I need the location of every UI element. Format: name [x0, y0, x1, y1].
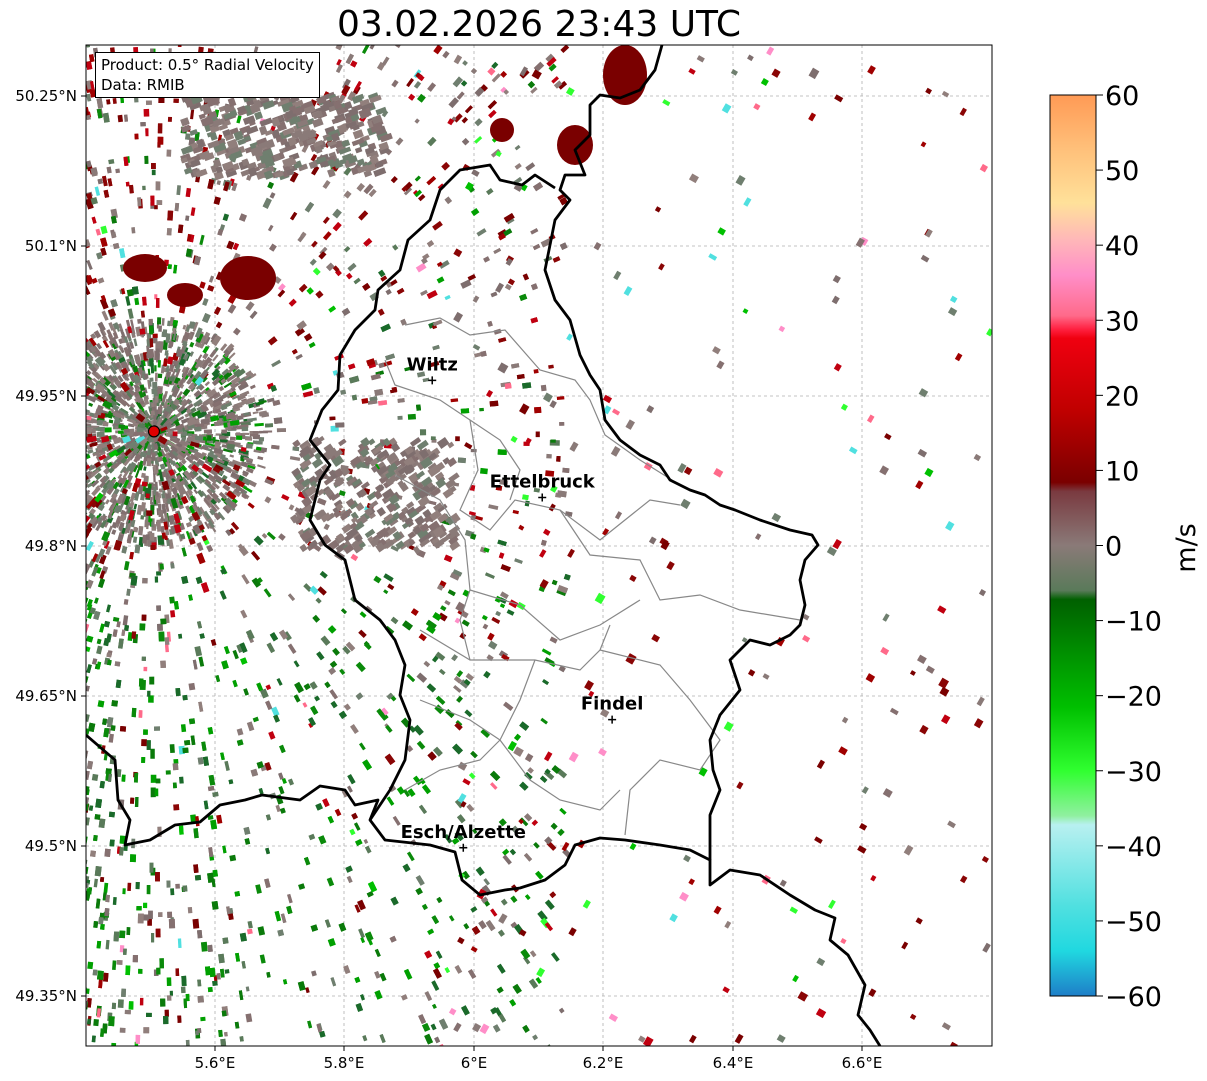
lon-tick-label: 6.2°E	[583, 1054, 624, 1072]
longitude-labels: 5.6°E 5.8°E 6°E 6.2°E 6.4°E 6.6°E	[195, 1054, 883, 1072]
lat-tick-label: 49.65°N	[15, 687, 77, 705]
city-label: Findel	[581, 694, 644, 715]
city-ettelbruck: Ettelbruck	[490, 471, 596, 502]
radar-echoes	[86, 45, 992, 1046]
lon-tick-label: 6.6°E	[842, 1054, 883, 1072]
colorbar-tick-label: −50	[1105, 907, 1162, 938]
colorbar-tick-label: 40	[1105, 231, 1139, 262]
city-wiltz: Wiltz	[407, 354, 458, 385]
colorbar-tick-label: −30	[1105, 757, 1162, 788]
city-esch-alzette: Esch/Alzette	[401, 822, 526, 852]
receding-clusters	[123, 45, 647, 307]
latitude-labels: 50.25°N 50.1°N 49.95°N 49.8°N 49.65°N 49…	[15, 87, 77, 1005]
lat-tick-label: 49.35°N	[15, 987, 77, 1005]
lat-tick-label: 49.8°N	[25, 537, 77, 555]
product-label: Product: 0.5° Radial Velocity	[101, 56, 314, 74]
lat-tick-label: 50.1°N	[25, 237, 77, 255]
colorbar-tick-label: 0	[1105, 532, 1122, 563]
data-source-label: Data: RMIB	[101, 76, 185, 94]
colorbar-ticks: 60 50 40 30 20 10 0 −10 −20 −30 −40 −50 −60	[1096, 81, 1162, 1013]
radar-site-marker	[147, 425, 161, 438]
lon-tick-label: 5.6°E	[195, 1054, 236, 1072]
colorbar	[1049, 94, 1097, 997]
city-label: Esch/Alzette	[401, 822, 526, 843]
city-markers: Wiltz Ettelbruck Findel Esch/Alzette	[401, 354, 644, 852]
canton-boundaries	[384, 317, 801, 836]
lon-tick-label: 6.4°E	[713, 1054, 754, 1072]
city-marker	[428, 376, 437, 385]
colorbar-tick-label: 20	[1105, 381, 1139, 412]
lon-tick-label: 5.8°E	[324, 1054, 365, 1072]
national-borders	[86, 45, 882, 1046]
lon-tick-label: 6°E	[461, 1054, 488, 1072]
lat-tick-label: 49.5°N	[25, 837, 77, 855]
city-label: Ettelbruck	[490, 471, 596, 492]
colorbar-tick-label: 10	[1105, 456, 1139, 487]
city-findel: Findel	[581, 694, 644, 724]
city-marker	[459, 843, 468, 852]
lat-tick-label: 50.25°N	[15, 87, 77, 105]
map-background	[86, 45, 992, 1046]
city-marker	[608, 715, 617, 724]
city-label: Wiltz	[407, 354, 458, 375]
colorbar-tick-label: −60	[1105, 982, 1162, 1013]
colorbar-tick-label: 30	[1105, 306, 1139, 337]
colorbar-tick-label: −10	[1105, 607, 1162, 638]
colorbar-tick-label: −40	[1105, 832, 1162, 863]
lat-tick-label: 49.95°N	[15, 387, 77, 405]
product-info-box: Product: 0.5° Radial Velocity Data: RMIB	[95, 52, 320, 98]
colorbar-tick-label: 50	[1105, 156, 1139, 187]
axis-ticks	[81, 95, 863, 1051]
colorbar-tick-label: −20	[1105, 682, 1162, 713]
colorbar-label: m/s	[1171, 523, 1202, 572]
colorbar-tick-label: 60	[1105, 81, 1139, 112]
map-title: 03.02.2026 23:43 UTC	[336, 4, 742, 45]
city-marker	[538, 493, 547, 502]
